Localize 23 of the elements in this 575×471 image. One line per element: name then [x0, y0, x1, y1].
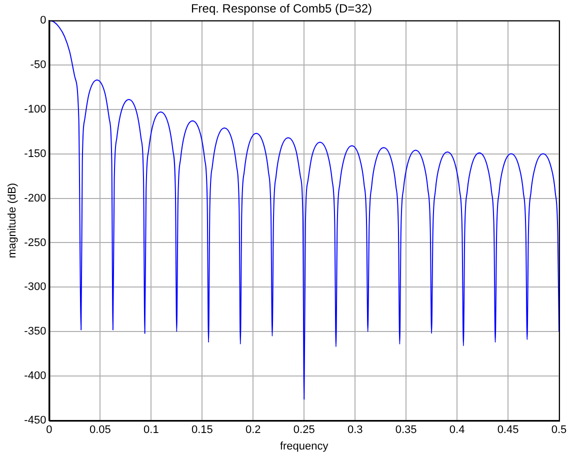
- y-tick-label: -100: [24, 103, 46, 116]
- y-tick-label: -400: [24, 370, 46, 382]
- x-tick-label: 0.4: [449, 424, 465, 436]
- y-tick-label: -350: [24, 326, 46, 338]
- x-tick-label: 0.1: [144, 424, 159, 436]
- y-tick-label: -50: [30, 58, 46, 71]
- chart-title: Freq. Response of Comb5 (D=32): [190, 2, 372, 16]
- x-tick-label: 0.2: [245, 424, 261, 436]
- x-tick-label: 0.5: [551, 424, 567, 436]
- y-tick-label: -250: [24, 236, 46, 249]
- x-tick-label: 0.3: [347, 424, 363, 436]
- x-tick-label: 0.25: [293, 424, 315, 436]
- x-tick-label: 0.05: [89, 424, 111, 436]
- y-axis-title: magnitude (dB): [6, 182, 19, 258]
- y-tick-label: -200: [24, 192, 46, 204]
- y-tick-label: -450: [24, 414, 46, 427]
- x-tick-label: 0.45: [497, 424, 519, 436]
- y-tick-label: 0: [40, 14, 46, 26]
- x-tick-label: 0.35: [395, 424, 417, 436]
- x-axis-title: frequency: [280, 440, 329, 452]
- y-tick-label: -300: [24, 281, 46, 294]
- x-tick-label: 0.15: [191, 424, 213, 436]
- y-tick-label: -150: [24, 148, 46, 160]
